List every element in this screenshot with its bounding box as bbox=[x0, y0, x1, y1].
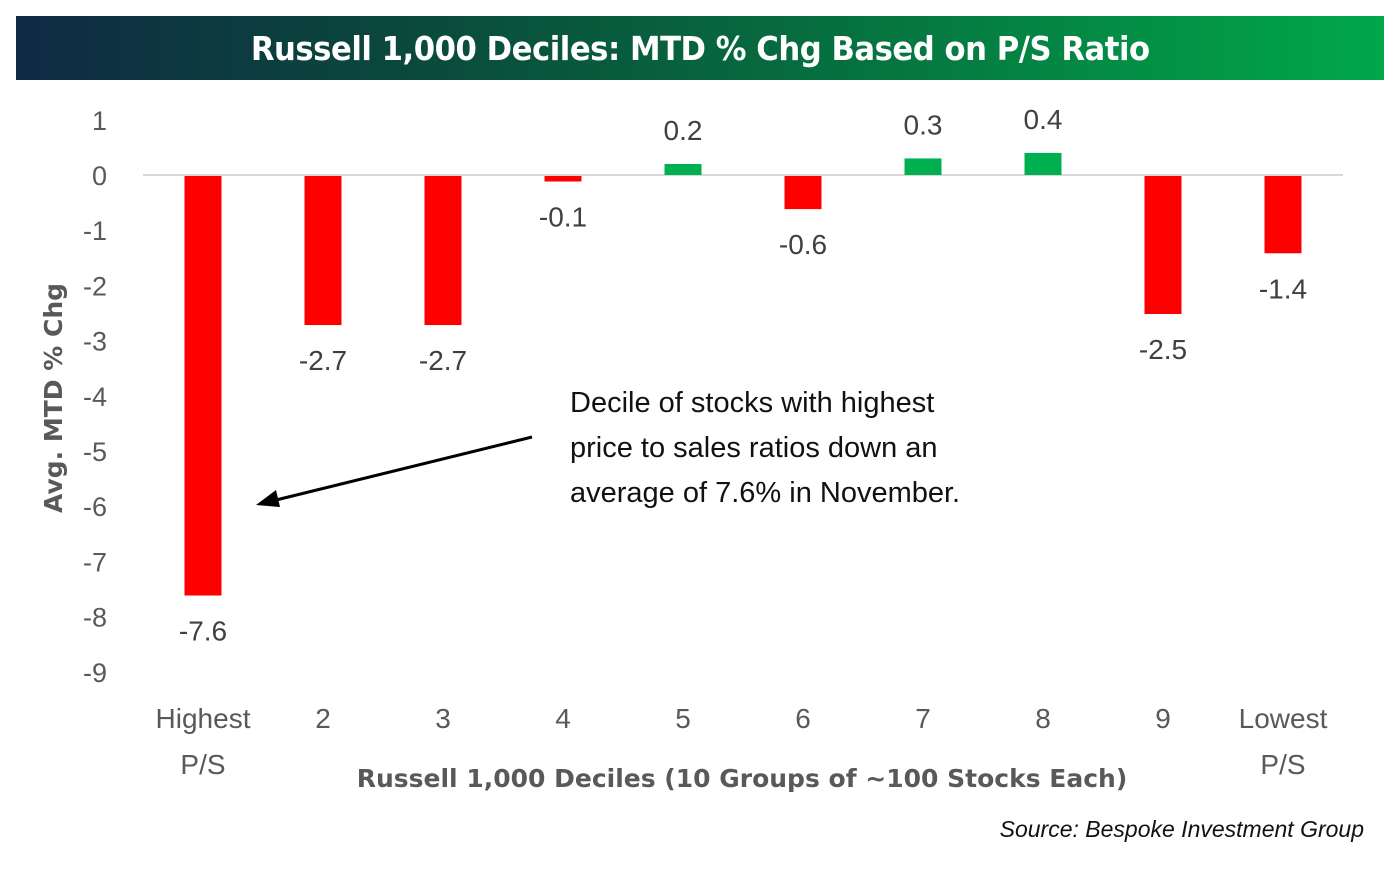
bar-negative bbox=[1264, 176, 1302, 254]
annotation-line: Decile of stocks with highest bbox=[570, 387, 934, 419]
x-tick-label: 9 bbox=[1155, 703, 1171, 734]
y-tick-label: -5 bbox=[83, 437, 107, 467]
data-label: -2.7 bbox=[299, 345, 347, 376]
bar-negative bbox=[784, 176, 822, 210]
y-tick-label: -4 bbox=[83, 382, 107, 412]
y-tick-label: 0 bbox=[92, 161, 107, 191]
x-tick-label: Highest bbox=[156, 703, 251, 734]
x-tick-label: Lowest bbox=[1239, 703, 1328, 734]
x-tick-label: 4 bbox=[555, 703, 571, 734]
bar-negative bbox=[1144, 176, 1182, 314]
chart-title: Russell 1,000 Deciles: MTD % Chg Based o… bbox=[250, 28, 1150, 68]
y-tick-label: -9 bbox=[83, 658, 107, 688]
x-tick-label: 5 bbox=[675, 703, 691, 734]
y-tick-label: -6 bbox=[83, 492, 107, 522]
x-tick-label: 7 bbox=[915, 703, 931, 734]
y-tick-label: -3 bbox=[83, 327, 107, 357]
annotation: Decile of stocks with highest price to s… bbox=[256, 387, 960, 509]
x-tick-label: 2 bbox=[315, 703, 331, 734]
source-note: Source: Bespoke Investment Group bbox=[999, 816, 1364, 842]
y-axis-title: Avg. MTD % Chg bbox=[39, 283, 68, 513]
y-tick-label: -2 bbox=[83, 271, 107, 301]
data-label: -2.5 bbox=[1139, 334, 1187, 365]
y-tick-label: -1 bbox=[83, 216, 107, 246]
y-tick-label: -7 bbox=[83, 547, 107, 577]
data-label: 0.4 bbox=[1024, 104, 1063, 135]
data-label: -7.6 bbox=[179, 616, 227, 647]
bar-negative bbox=[544, 176, 582, 182]
bar-negative bbox=[424, 176, 462, 326]
bar-negative bbox=[184, 176, 222, 596]
bar-positive bbox=[1024, 152, 1062, 175]
x-tick-label: P/S bbox=[180, 749, 225, 780]
y-tick-label: -8 bbox=[83, 603, 107, 633]
x-tick-label: 6 bbox=[795, 703, 811, 734]
x-tick-label: 3 bbox=[435, 703, 451, 734]
data-label: -0.1 bbox=[539, 202, 587, 233]
y-tick-label: 1 bbox=[92, 106, 107, 136]
arrow-head-icon bbox=[256, 490, 280, 507]
data-label: -1.4 bbox=[1259, 273, 1307, 304]
x-axis-ticks: Highest P/S 2 3 4 5 6 7 8 9 Lowest P/S bbox=[156, 703, 1328, 780]
bar-positive bbox=[904, 158, 942, 175]
x-axis-title: Russell 1,000 Deciles (10 Groups of ~100… bbox=[357, 764, 1128, 793]
bar-positive bbox=[664, 163, 702, 175]
x-tick-label: P/S bbox=[1260, 749, 1305, 780]
bar-negative bbox=[304, 176, 342, 326]
bars-group bbox=[184, 152, 1302, 596]
annotation-line: price to sales ratios down an bbox=[570, 432, 938, 464]
x-tick-label: 8 bbox=[1035, 703, 1051, 734]
data-label: -2.7 bbox=[419, 345, 467, 376]
y-axis-ticks: 1 0 -1 -2 -3 -4 -5 -6 -7 -8 -9 bbox=[83, 106, 107, 688]
data-label: 0.3 bbox=[904, 109, 943, 140]
data-label: 0.2 bbox=[664, 115, 703, 146]
data-label: -0.6 bbox=[779, 229, 827, 260]
data-labels-group: -7.6 -2.7 -2.7 -0.1 0.2 -0.6 0.3 0.4 -2.5 -1.4 bbox=[179, 104, 1307, 647]
annotation-line: average of 7.6% in November. bbox=[570, 477, 960, 509]
chart-title-bar: Russell 1,000 Deciles: MTD % Chg Based o… bbox=[16, 16, 1384, 80]
annotation-arrow bbox=[271, 435, 533, 503]
